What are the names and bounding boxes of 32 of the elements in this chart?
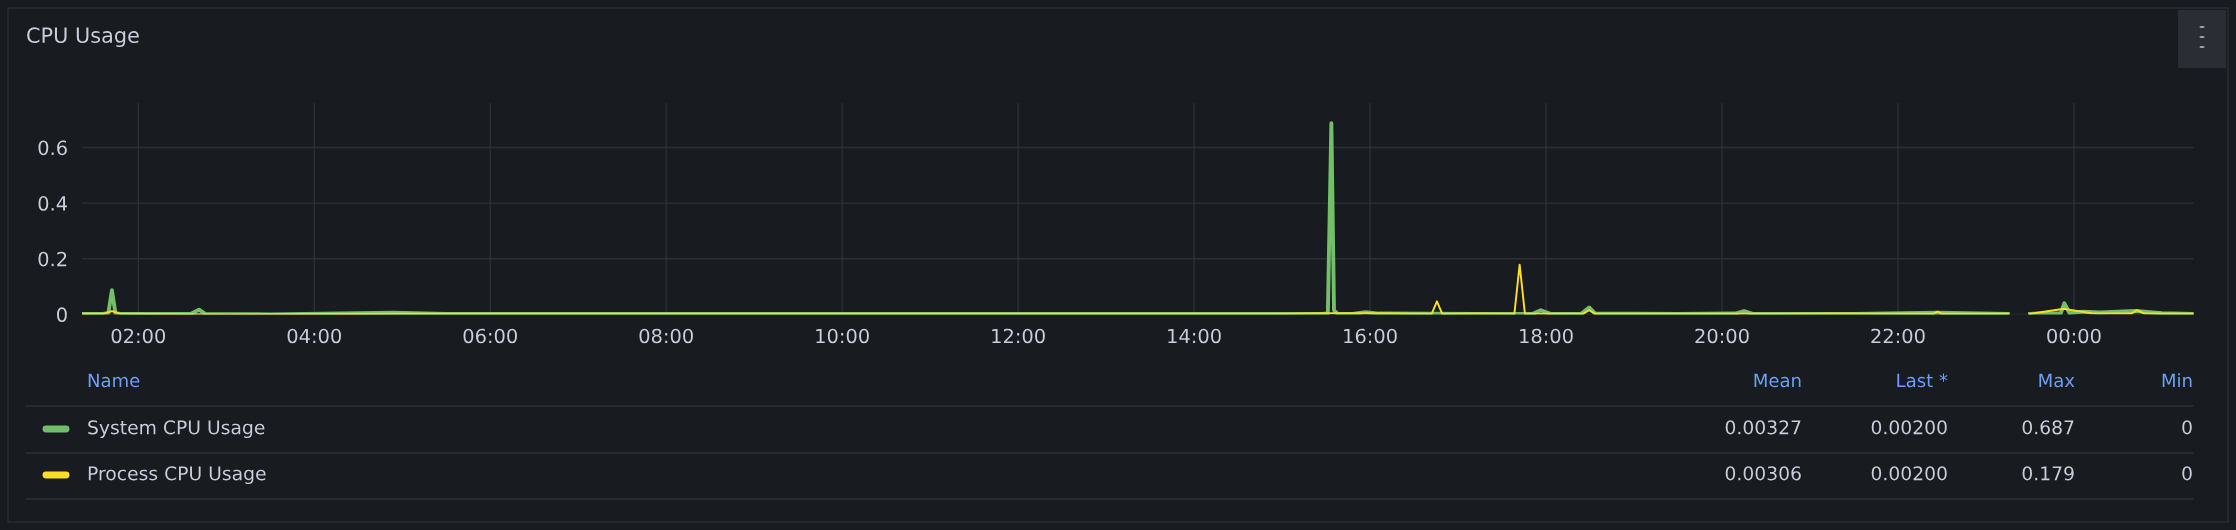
y-tick-label: 0.6 <box>38 140 67 156</box>
text: 0.179 <box>2022 466 2074 481</box>
x-tick-label: 04:00 <box>287 328 341 344</box>
text: 0.00327 <box>1725 420 1801 435</box>
y-tick-label: 0.4 <box>38 196 68 211</box>
x-tick-label: 20:00 <box>1695 328 1749 344</box>
x-tick-label: 14:00 <box>1168 328 1221 344</box>
y-tick-label: 0.2 <box>38 251 67 267</box>
text: 0 <box>2182 466 2192 481</box>
chart-title: CPU Usage <box>27 27 139 48</box>
text: Mean <box>1754 373 1801 388</box>
text: Last * <box>1897 373 1948 388</box>
legend-label: System CPU Usage <box>88 420 265 439</box>
x-tick-label: 16:00 <box>1344 328 1397 344</box>
x-tick-label: 02:00 <box>111 328 166 344</box>
x-tick-label: 08:00 <box>639 328 693 344</box>
text: Max <box>2039 373 2075 388</box>
text: 0.00306 <box>1725 466 1801 481</box>
text: 0.00200 <box>1871 466 1947 481</box>
text: Min <box>2162 373 2192 387</box>
text: 0 <box>2182 420 2192 435</box>
text: 0.00200 <box>1871 420 1947 435</box>
x-tick-label: 12:00 <box>992 328 1045 344</box>
legend-label: Process CPU Usage <box>88 466 266 485</box>
y-tick-label: 0 <box>57 307 67 323</box>
x-tick-label: 22:00 <box>1871 328 1925 344</box>
x-tick-label: 10:00 <box>816 328 869 344</box>
x-tick-label: 00:00 <box>2047 328 2101 344</box>
x-tick-label: 06:00 <box>463 328 517 344</box>
legend-title: Name <box>88 373 140 388</box>
x-tick-label: 18:00 <box>1520 328 1573 344</box>
text: 0.687 <box>2022 420 2074 435</box>
